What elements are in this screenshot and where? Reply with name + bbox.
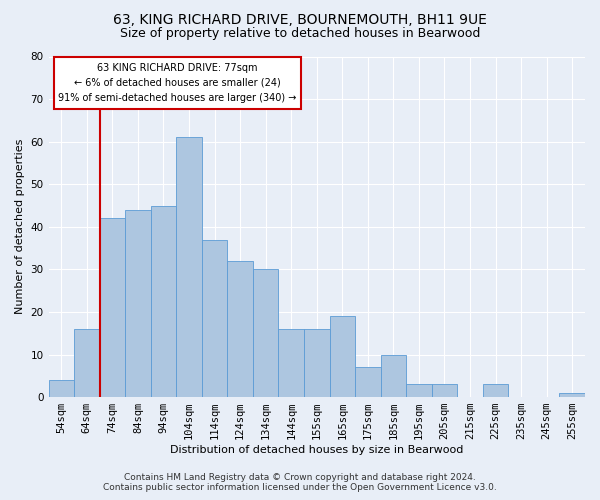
Text: Size of property relative to detached houses in Bearwood: Size of property relative to detached ho… [120, 28, 480, 40]
Bar [406, 384, 432, 397]
Bar [253, 270, 278, 397]
Bar [329, 316, 355, 397]
Bar [432, 384, 457, 397]
Bar [151, 206, 176, 397]
FancyBboxPatch shape [54, 56, 301, 110]
Bar [380, 354, 406, 397]
Bar [125, 210, 151, 397]
Text: 63, KING RICHARD DRIVE, BOURNEMOUTH, BH11 9UE: 63, KING RICHARD DRIVE, BOURNEMOUTH, BH1… [113, 12, 487, 26]
Bar [202, 240, 227, 397]
Bar [483, 384, 508, 397]
Bar [74, 329, 100, 397]
Bar [227, 261, 253, 397]
Bar [176, 138, 202, 397]
Text: Contains HM Land Registry data © Crown copyright and database right 2024.
Contai: Contains HM Land Registry data © Crown c… [103, 473, 497, 492]
Text: 63 KING RICHARD DRIVE: 77sqm
← 6% of detached houses are smaller (24)
91% of sem: 63 KING RICHARD DRIVE: 77sqm ← 6% of det… [58, 63, 296, 102]
Bar [100, 218, 125, 397]
Bar [355, 368, 380, 397]
X-axis label: Distribution of detached houses by size in Bearwood: Distribution of detached houses by size … [170, 445, 463, 455]
Bar [278, 329, 304, 397]
Bar [304, 329, 329, 397]
Bar [49, 380, 74, 397]
Y-axis label: Number of detached properties: Number of detached properties [15, 139, 25, 314]
Bar [559, 393, 585, 397]
